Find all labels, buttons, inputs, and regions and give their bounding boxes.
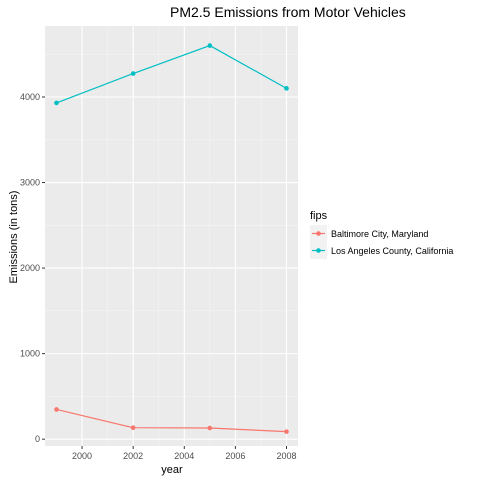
series-layer: [54, 43, 289, 434]
legend: fips Baltimore City, Maryland Los Angeles…: [310, 210, 453, 259]
x-tick-label: 2000: [72, 451, 92, 461]
legend-label: Baltimore City, Maryland: [331, 229, 428, 239]
grid-minor: [45, 26, 298, 446]
data-point: [284, 86, 289, 91]
y-axis-title: Emissions (in tons): [8, 191, 20, 284]
x-tick-label: 2006: [225, 451, 245, 461]
x-tick-label: 2008: [276, 451, 296, 461]
x-axis: 2000 2002 2004 2006 2008: [72, 446, 297, 461]
x-tick-label: 2002: [123, 451, 143, 461]
legend-key-1: [310, 225, 327, 242]
series-line-1: [56, 408, 287, 433]
x-tick-label: 2004: [174, 451, 194, 461]
y-tick-label: 3000: [20, 178, 40, 188]
legend-key-2: [310, 242, 327, 259]
data-point: [54, 100, 59, 106]
data-point: [130, 71, 136, 76]
plot-panel: [45, 26, 298, 446]
x-axis-title: year: [161, 464, 183, 476]
legend-title: fips: [310, 210, 328, 222]
y-tick-label: 2000: [20, 263, 40, 273]
y-tick-label: 4000: [20, 92, 40, 102]
data-point: [284, 429, 289, 434]
data-point: [54, 407, 59, 412]
series-line-2: [56, 44, 287, 104]
data-point: [207, 425, 213, 431]
legend-key-point: [316, 248, 321, 253]
data-point: [130, 425, 136, 430]
y-tick-label: 0: [35, 434, 40, 444]
chart-title: PM2.5 Emissions from Motor Vehicles: [170, 4, 406, 20]
y-tick-label: 1000: [20, 349, 40, 359]
legend-key-point: [316, 231, 321, 236]
grid-major: [45, 26, 298, 446]
data-point: [207, 43, 213, 48]
legend-label: Los Angeles County, California: [331, 246, 453, 256]
y-axis: 0 1000 2000 3000 4000: [20, 92, 45, 444]
